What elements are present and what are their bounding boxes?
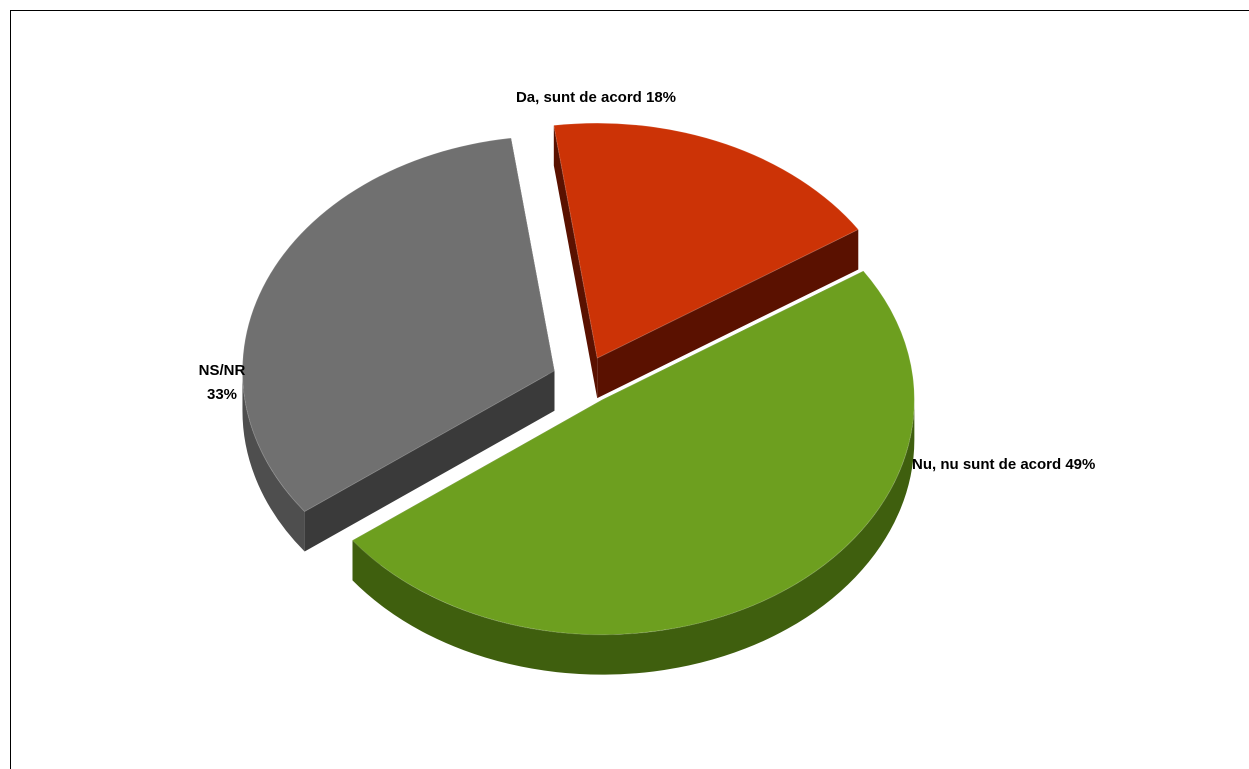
- label-ns-line2: 33%: [207, 386, 237, 403]
- label-nu: Nu, nu sunt de acord 49%: [912, 456, 1095, 473]
- label-da: Da, sunt de acord 18%: [516, 89, 676, 106]
- label-ns-line1: NS/NR: [199, 362, 246, 379]
- pie-tops: [242, 123, 914, 635]
